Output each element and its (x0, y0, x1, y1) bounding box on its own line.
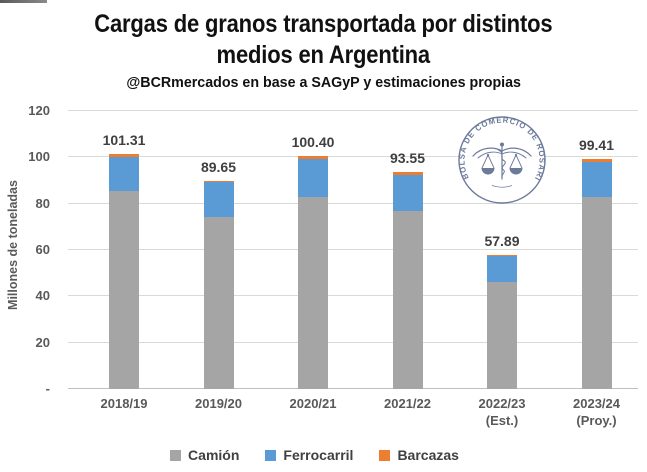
stacked-bar-2019-20 (203, 181, 234, 389)
y-tick-label: 20 (35, 334, 50, 350)
gridline (68, 156, 638, 158)
bar-segment-barcazas (109, 154, 139, 158)
bar-segment-camión (109, 191, 139, 389)
winged-caduceus-icon (472, 142, 532, 180)
gridline (68, 110, 638, 111)
plot-area: 101.31 89.65 100.40 93.55 57.89 99.41 (68, 110, 638, 389)
y-tick-label: 60 (35, 242, 50, 257)
bar-segment-barcazas (487, 254, 517, 256)
x-axis-line (68, 388, 638, 389)
x-tick-label: 2018/19 (100, 396, 148, 411)
bar-segment-barcazas (298, 156, 328, 159)
chart-title-line2: medios en Argentina (216, 41, 431, 69)
bar-segment-ferrocarril (203, 181, 234, 217)
legend-swatch (265, 449, 277, 461)
legend-label: Barcazas (397, 447, 459, 463)
y-tick-label: 40 (35, 288, 50, 304)
screen-edge-artifact (0, 0, 47, 3)
stacked-bar-2018-19 (109, 154, 139, 389)
y-tick-label: 80 (35, 195, 50, 211)
bar-segment-ferrocarril (298, 158, 328, 197)
bar-segment-camión (581, 196, 612, 389)
y-axis-tick-labels: 120 100 80 60 40 20 - (0, 103, 58, 396)
stacked-bar-2023-24--proy-- (581, 158, 612, 389)
data-label: 57.89 (484, 232, 520, 249)
bar-segment-camión (298, 196, 328, 389)
bar-segment-ferrocarril (109, 157, 139, 192)
data-label: 101.31 (102, 132, 146, 149)
stacked-bar-2021-22 (392, 172, 423, 389)
bar-segment-barcazas (581, 158, 612, 162)
bar-segment-camión (203, 216, 234, 389)
y-tick-label: 120 (28, 103, 50, 118)
bar-segment-barcazas (203, 181, 234, 182)
stacked-bar-2022-23--est-- (487, 254, 517, 389)
logo-bottom-motto (491, 185, 513, 188)
x-tick-label: 2022/23 (Est.) (478, 396, 526, 428)
y-tick-label: 100 (28, 149, 50, 165)
data-label: 99.41 (578, 136, 615, 153)
chart-legend: Camión Ferrocarril Barcazas (0, 447, 638, 463)
legend-swatch (379, 449, 391, 461)
balance-scales-icon (481, 153, 523, 175)
legend-label: Ferrocarril (283, 447, 354, 463)
data-label: 89.65 (200, 159, 237, 176)
chart-title-line1: Cargas de granos transportada por distin… (94, 10, 553, 38)
bolsa-comercio-rosario-logo: BOLSA DE COMERCIO DE ROSARIO (457, 115, 546, 204)
x-axis-labels: 2018/19 2019/20 2020/21 2021/22 2022/23 (Est.… (68, 395, 638, 435)
data-label: 100.40 (291, 134, 335, 151)
x-tick-label: 2019/20 (195, 396, 242, 411)
bar-segment-camión (487, 281, 517, 389)
legend-item-camión: Camión (170, 447, 239, 463)
legend-swatch (170, 449, 182, 461)
bar-segment-ferrocarril (392, 175, 423, 212)
stacked-bar-2020-21 (298, 156, 328, 389)
legend-label: Camión (188, 447, 240, 463)
x-tick-label: 2020/21 (289, 396, 337, 411)
chart-title: Cargas de granos transportada por distin… (0, 9, 647, 71)
gridline (68, 341, 638, 343)
legend-item-barcazas: Barcazas (379, 447, 459, 463)
bar-segment-ferrocarril (487, 255, 517, 282)
data-label: 93.55 (389, 150, 426, 167)
x-tick-label: 2021/22 (384, 396, 431, 411)
gridline (68, 295, 638, 297)
bar-segment-barcazas (392, 172, 423, 176)
x-tick-label: 2023/24 (Proy.) (573, 396, 620, 428)
y-tick-label: - (45, 381, 50, 396)
bar-segment-camión (392, 211, 423, 389)
chart-subtitle: @BCRmercados en base a SAGyP y estimacio… (126, 74, 521, 91)
gridline (68, 249, 638, 250)
bar-segment-ferrocarril (581, 161, 612, 197)
gridline (68, 202, 638, 204)
legend-item-ferrocarril: Ferrocarril (265, 447, 353, 463)
